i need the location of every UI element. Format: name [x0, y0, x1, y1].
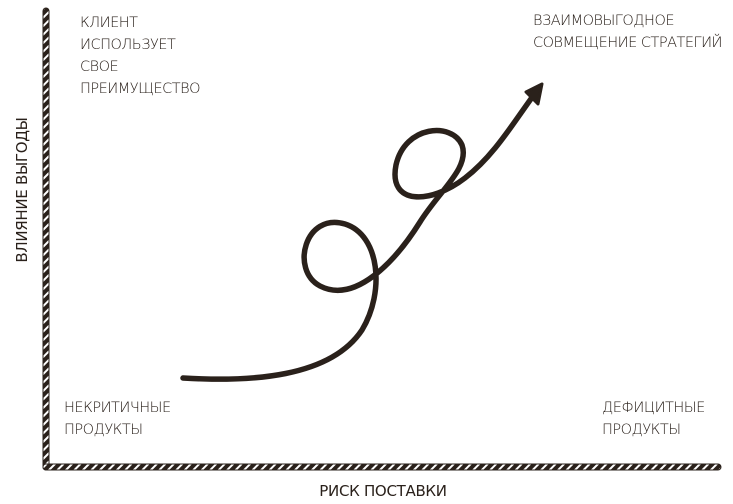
y-axis [42, 7, 50, 471]
quadrant-bottom-left: НЕКРИТИЧНЫЕ ПРОДУКТЫ [64, 397, 171, 441]
quadrant-top-left: КЛИЕНТ ИСПОЛЬЗУЕТ СВОЕ ПРЕИМУЩЕСТВО [80, 12, 201, 100]
x-axis-label: РИСК ПОСТАВКИ [319, 482, 447, 500]
x-axis [42, 463, 722, 471]
quadrant-bottom-right: ДЕФИЦИТНЫЕ ПРОДУКТЫ [602, 397, 705, 441]
quadrant-top-right: ВЗАИМОВЫГОДНОЕ СОВМЕЩЕНИЕ СТРАТЕГИЙ [533, 10, 723, 54]
quadrant-text-line: ПРОДУКТЫ [602, 422, 681, 438]
arrow-head-icon [524, 82, 544, 106]
quadrant-text-line: ИСПОЛЬЗУЕТ [80, 37, 176, 53]
quadrant-text-line: КЛИЕНТ [80, 15, 138, 31]
quadrant-text-line: СВОЕ [80, 59, 119, 75]
y-axis-label: ВЛИЯНИЕ ВЫГОДЫ [13, 117, 31, 263]
quadrant-text-line: СОВМЕЩЕНИЕ СТРАТЕГИЙ [533, 35, 723, 51]
quadrant-text-line: ВЗАИМОВЫГОДНОЕ [533, 13, 675, 29]
quadrant-text-line: ДЕФИЦИТНЫЕ [602, 400, 705, 416]
quadrant-text-line: ПРЕИМУЩЕСТВО [80, 81, 201, 97]
quadrant-text-line: НЕКРИТИЧНЫЕ [64, 400, 171, 416]
quadrant-text-line: ПРОДУКТЫ [64, 422, 143, 438]
progress-spiral-arrow [180, 89, 539, 382]
